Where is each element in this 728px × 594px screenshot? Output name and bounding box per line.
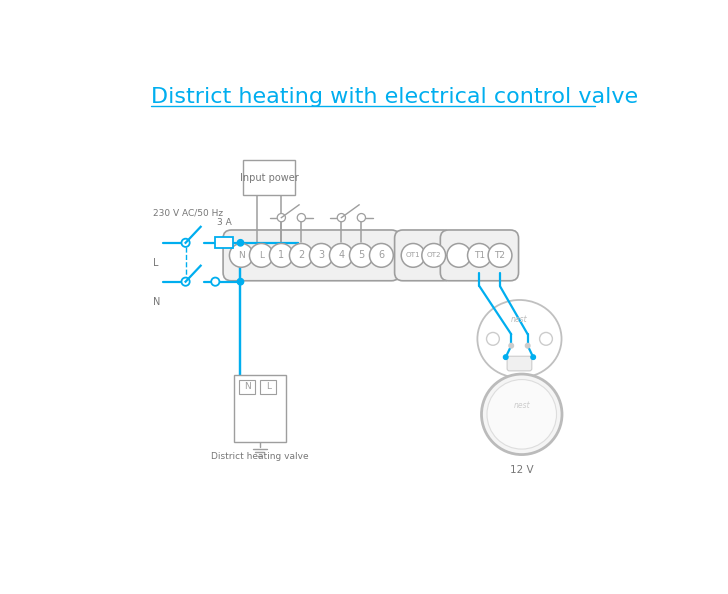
Circle shape xyxy=(467,244,491,267)
Text: OT2: OT2 xyxy=(427,252,441,258)
Circle shape xyxy=(269,244,293,267)
Circle shape xyxy=(539,333,553,345)
Text: nest: nest xyxy=(511,315,528,324)
FancyBboxPatch shape xyxy=(507,356,532,371)
Text: District heating valve: District heating valve xyxy=(211,452,309,461)
Text: L: L xyxy=(153,258,158,268)
Circle shape xyxy=(526,343,530,348)
Circle shape xyxy=(422,244,446,267)
Text: 2: 2 xyxy=(298,251,304,260)
FancyBboxPatch shape xyxy=(395,230,452,281)
FancyBboxPatch shape xyxy=(234,375,286,442)
Circle shape xyxy=(229,244,253,267)
Ellipse shape xyxy=(478,300,561,378)
Circle shape xyxy=(237,279,244,285)
FancyBboxPatch shape xyxy=(242,160,296,195)
Circle shape xyxy=(309,244,333,267)
Circle shape xyxy=(250,244,273,267)
FancyBboxPatch shape xyxy=(223,230,400,281)
Circle shape xyxy=(531,355,536,359)
Text: Input power: Input power xyxy=(240,173,298,182)
Circle shape xyxy=(349,244,373,267)
Circle shape xyxy=(488,244,512,267)
Text: 3 A: 3 A xyxy=(217,217,232,226)
Circle shape xyxy=(370,244,393,267)
FancyBboxPatch shape xyxy=(440,230,518,281)
Text: T2: T2 xyxy=(494,251,505,260)
Text: N: N xyxy=(244,383,250,391)
Circle shape xyxy=(486,333,499,345)
Circle shape xyxy=(357,213,365,222)
Circle shape xyxy=(337,213,346,222)
Text: OT1: OT1 xyxy=(405,252,421,258)
Circle shape xyxy=(509,343,513,348)
Circle shape xyxy=(447,244,471,267)
Text: N: N xyxy=(238,251,245,260)
Text: L: L xyxy=(259,251,264,260)
Circle shape xyxy=(181,277,190,286)
Text: T1: T1 xyxy=(474,251,485,260)
FancyBboxPatch shape xyxy=(239,380,255,394)
FancyBboxPatch shape xyxy=(215,238,233,248)
FancyBboxPatch shape xyxy=(260,380,276,394)
Text: 1: 1 xyxy=(278,251,285,260)
Circle shape xyxy=(297,213,306,222)
Circle shape xyxy=(330,244,353,267)
Circle shape xyxy=(237,239,244,246)
Circle shape xyxy=(277,213,285,222)
Circle shape xyxy=(504,355,508,359)
Text: 230 V AC/50 Hz: 230 V AC/50 Hz xyxy=(153,208,223,217)
Circle shape xyxy=(211,277,219,286)
Text: 5: 5 xyxy=(358,251,365,260)
Text: nest: nest xyxy=(513,401,530,410)
Circle shape xyxy=(290,244,313,267)
Circle shape xyxy=(401,244,425,267)
Text: District heating with electrical control valve: District heating with electrical control… xyxy=(151,87,638,108)
Circle shape xyxy=(181,239,190,247)
Text: N: N xyxy=(153,297,160,307)
Text: L: L xyxy=(266,383,271,391)
Text: 12 V: 12 V xyxy=(510,465,534,475)
Text: 4: 4 xyxy=(339,251,344,260)
Circle shape xyxy=(481,374,562,454)
Text: 3: 3 xyxy=(318,251,325,260)
Text: 6: 6 xyxy=(379,251,384,260)
Circle shape xyxy=(487,380,556,449)
